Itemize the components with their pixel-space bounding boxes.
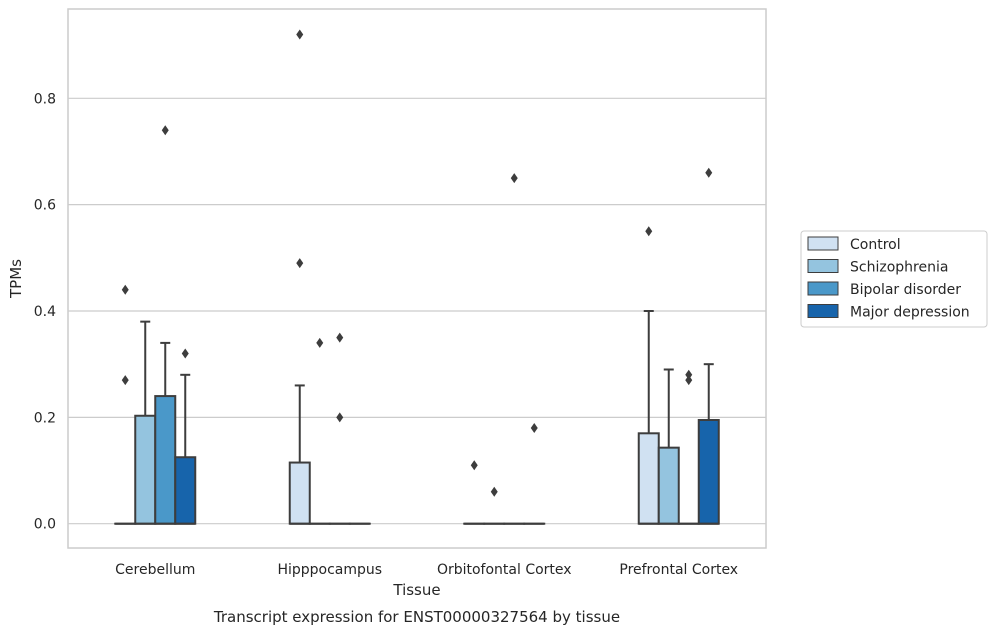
box: [154, 395, 177, 525]
box-group: [523, 422, 546, 525]
box-group: [463, 460, 486, 525]
box-group: [288, 29, 311, 525]
box-group: [697, 167, 720, 525]
outlier-point: [296, 29, 304, 40]
x-tick-label: Prefrontal Cortex: [619, 562, 738, 578]
plot-frame: [67, 8, 767, 549]
outlier-point: [336, 332, 344, 343]
outlier-point: [490, 486, 498, 497]
outlier-point: [685, 375, 693, 386]
outlier-point: [121, 375, 129, 386]
legend-swatch: [807, 281, 839, 296]
outlier-point: [161, 125, 169, 136]
box-group: [677, 369, 700, 525]
y-tick-label: 0.2: [34, 410, 56, 426]
x-tick-label: Orbitofontal Cortex: [437, 562, 572, 578]
box-group: [114, 284, 137, 525]
box-group: [657, 368, 680, 525]
legend: Control Schizophrenia Bipolar disorder Majo…: [800, 230, 988, 328]
y-tick-label: 0.0: [34, 517, 56, 533]
y-axis-ticks: 0.0 0.2 0.4 0.6 0.8: [34, 91, 56, 532]
box: [134, 414, 157, 525]
outlier-point: [181, 348, 189, 359]
outlier-point: [121, 284, 129, 295]
box-group: [637, 226, 660, 525]
y-axis-label: TPMs: [7, 259, 25, 299]
box: [637, 432, 660, 525]
outlier-point: [316, 337, 324, 348]
outlier-point: [685, 369, 693, 380]
legend-label: Schizophrenia: [850, 260, 948, 276]
box-group: [308, 337, 331, 525]
legend-swatch: [807, 304, 839, 318]
legend-label: Major depression: [850, 305, 970, 321]
legend-label: Control: [850, 237, 901, 253]
y-tick-label: 0.6: [34, 198, 56, 214]
legend-label: Bipolar disorder: [850, 282, 961, 298]
box: [697, 419, 720, 525]
box: [288, 461, 311, 525]
chart-title: Transcript expression for ENST0000032756…: [213, 608, 620, 626]
y-tick-label: 0.4: [34, 304, 56, 320]
legend-frame: [800, 230, 988, 328]
outlier-point: [510, 173, 518, 184]
outlier-point: [530, 422, 538, 433]
x-tick-label: Cerebellum: [115, 562, 195, 578]
x-tick-label: Hipppocampus: [277, 562, 382, 578]
outlier-point: [705, 167, 713, 178]
y-tick-label: 0.8: [34, 91, 56, 107]
outlier-point: [470, 460, 478, 471]
box-series: [114, 29, 720, 525]
legend-swatch: [807, 259, 839, 273]
outlier-point: [296, 258, 304, 269]
outlier-point: [645, 226, 653, 237]
legend-swatch: [807, 236, 839, 251]
x-axis-ticks: Cerebellum Hipppocampus Orbitofontal Corte…: [115, 562, 738, 578]
x-axis-label: Tissue: [392, 581, 440, 599]
box-group: [174, 348, 197, 525]
outlier-point: [336, 412, 344, 423]
box: [657, 446, 680, 525]
box: [174, 456, 197, 525]
